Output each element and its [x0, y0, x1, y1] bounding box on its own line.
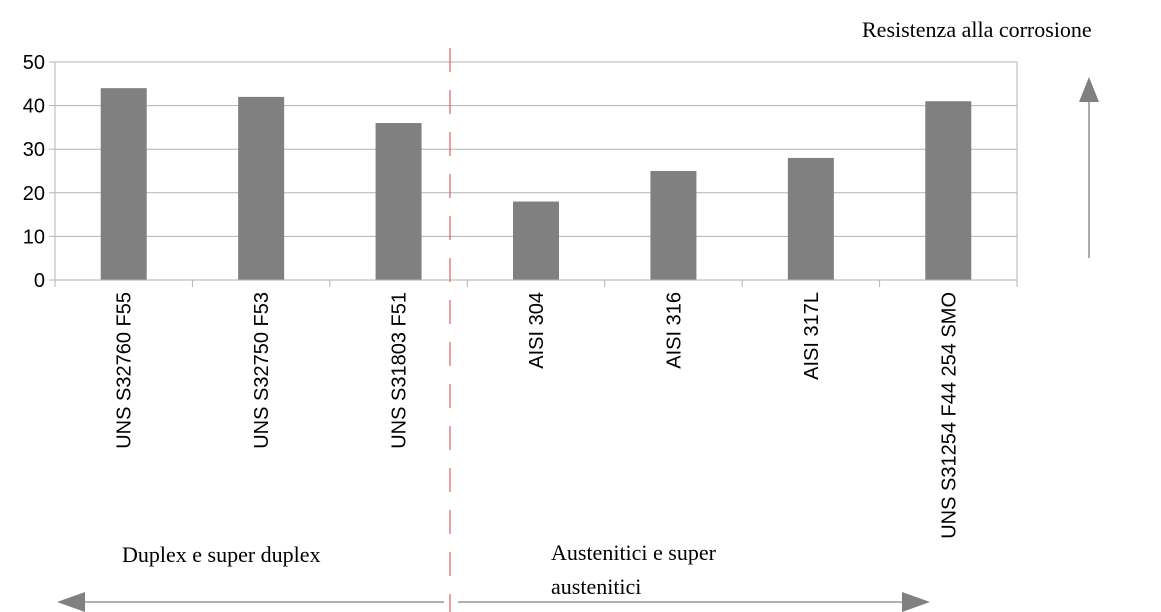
y-tick-label: 10 [23, 226, 45, 248]
y-tick-labels: 0 10 20 30 40 50 [23, 52, 45, 292]
bars [100, 88, 972, 281]
x-tick-label: UNS S31254 F44 254 SMO [938, 292, 960, 539]
bar [100, 88, 147, 280]
x-tick-label: UNS S32760 F55 [114, 292, 136, 449]
grid [55, 61, 1017, 237]
group-label-austenitic-line1: Austenitici e super [551, 540, 717, 565]
y-tick-label: 40 [23, 96, 45, 118]
x-tick-label: UNS S32750 F53 [251, 292, 273, 449]
group-label-austenitic-line2: austenitici [551, 574, 641, 599]
bar [238, 96, 285, 280]
axes [49, 61, 1018, 287]
left-arrow-icon [57, 592, 85, 612]
x-tick-label: AISI 317L [801, 292, 823, 380]
y-tick-label: 50 [23, 52, 45, 74]
bar [513, 201, 559, 280]
bar [925, 101, 972, 281]
x-tick-labels: UNS S32760 F55 UNS S32750 F53 UNS S31803 F… [114, 292, 961, 539]
y-tick-label: 20 [23, 183, 45, 205]
right-arrow-icon [902, 592, 930, 612]
up-arrowhead-icon [1079, 77, 1099, 102]
x-tick-label: UNS S31803 F51 [389, 292, 411, 449]
y-tick-label: 0 [34, 270, 45, 292]
bar [787, 157, 834, 280]
x-tick-label: AISI 316 [663, 292, 685, 369]
corrosion-resistance-label: Resistenza alla corrosione [862, 17, 1092, 42]
x-tick-label: AISI 304 [526, 292, 548, 369]
bar [650, 171, 697, 280]
bar [375, 123, 422, 280]
group-label-duplex: Duplex e super duplex [122, 542, 321, 567]
y-tick-label: 30 [23, 139, 45, 161]
